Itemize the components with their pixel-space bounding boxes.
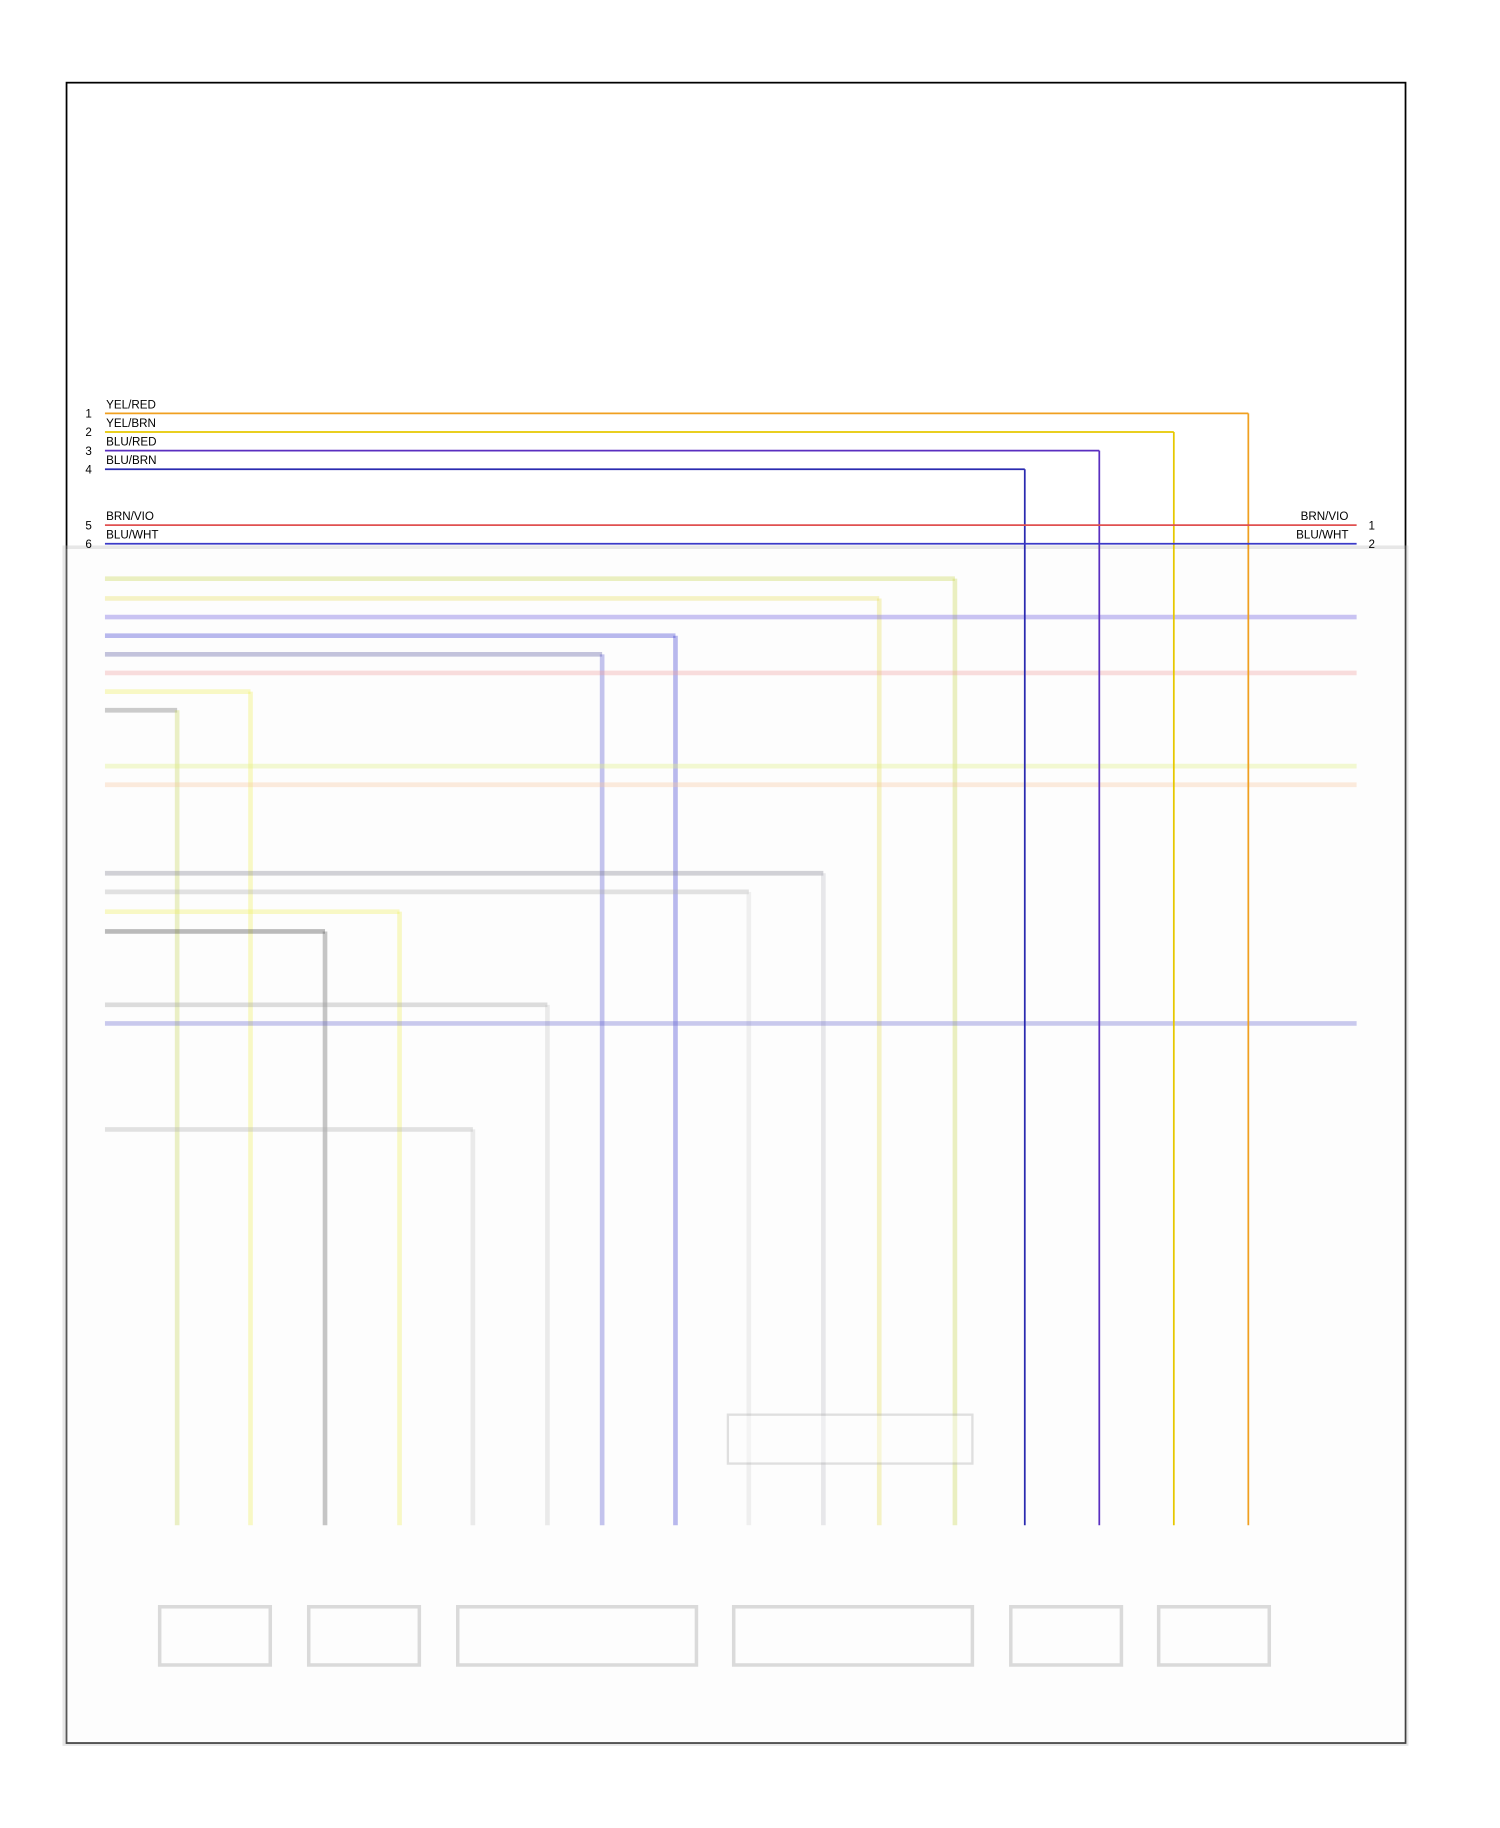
pin-number: 3 xyxy=(85,445,91,458)
wire-label: BLU/WHT xyxy=(106,529,158,542)
wire-label: BRN/VIO xyxy=(106,510,154,523)
faded-section xyxy=(62,545,1409,1746)
pin-number: 2 xyxy=(1369,538,1375,551)
pin-number: 1 xyxy=(1369,519,1375,532)
pin-number: 2 xyxy=(85,426,91,439)
wire-label: BRN/VIO xyxy=(1301,510,1349,523)
pin-number: 6 xyxy=(85,538,91,551)
wire-label: YEL/BRN xyxy=(106,417,156,430)
wire-label: YEL/RED xyxy=(106,398,156,411)
wires: YEL/RED 1 YEL/BRN 2 BLU/RED 3 BLU/BRN 4 BRN/VIO 5… xyxy=(85,398,1375,1526)
wire-label: BLU/BRN xyxy=(106,454,156,467)
pin-number: 4 xyxy=(85,463,92,476)
pin-number: 1 xyxy=(85,408,91,421)
frame xyxy=(65,81,1407,1744)
pin-number: 5 xyxy=(85,519,91,532)
wire-label: BLU/RED xyxy=(106,436,156,449)
wire-label: BLU/WHT xyxy=(1296,529,1348,542)
